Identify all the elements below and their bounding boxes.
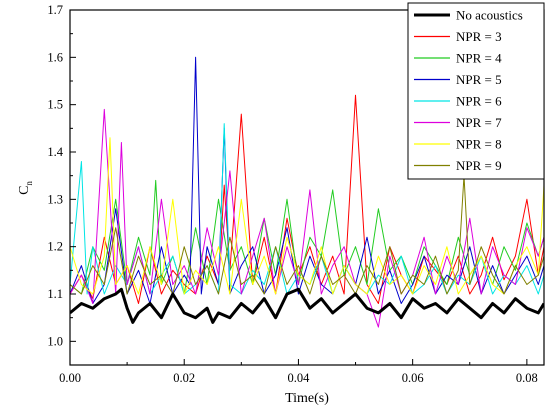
x-tick-label-4: 0.08 — [516, 371, 538, 385]
y-tick-label-2: 1.2 — [47, 240, 63, 254]
y-tick-label-6: 1.6 — [47, 50, 63, 64]
y-tick-label-4: 1.4 — [47, 145, 63, 159]
y-tick-label-5: 1.5 — [47, 98, 63, 112]
x-tick-label-1: 0.02 — [173, 371, 195, 385]
x-tick-label-0: 0.00 — [59, 371, 81, 385]
legend-label-4: NPR = 6 — [456, 94, 502, 109]
legend-box — [407, 2, 545, 180]
legend-label-7: NPR = 9 — [456, 158, 502, 173]
legend-label-1: NPR = 3 — [456, 29, 502, 44]
y-tick-label-1: 1.1 — [47, 287, 63, 301]
legend-label-3: NPR = 5 — [456, 72, 502, 87]
legend-label-6: NPR = 8 — [456, 137, 502, 152]
x-axis-title: Time(s) — [285, 391, 329, 406]
series-line-0 — [70, 287, 544, 324]
plot-frame — [69, 9, 545, 366]
series-layer — [70, 56, 544, 328]
series-line-2 — [70, 179, 544, 295]
legend: No acoustics NPR = 3 NPR = 4 NPR = 5 NPR = 6… — [407, 2, 545, 180]
y-axis-title: Cn — [17, 181, 34, 195]
y-tick-label-0: 1.0 — [47, 334, 63, 348]
legend-label-5: NPR = 7 — [456, 115, 502, 130]
series-line-7 — [70, 175, 544, 295]
x-tick-label-3: 0.06 — [402, 371, 424, 385]
legend-label-2: NPR = 4 — [456, 51, 502, 66]
y-tick-label-7: 1.7 — [47, 3, 63, 17]
y-axis-title-main: C — [17, 186, 32, 195]
ticks-layer: 0.00 0.02 0.04 0.06 0.08 1.0 1.1 1.2 1.3 1.4 1.5 1.… — [47, 3, 537, 385]
series-line-3 — [70, 56, 544, 304]
y-axis-title-sub: n — [24, 181, 34, 186]
legend-label-0: No acoustics — [456, 8, 523, 23]
series-line-5 — [70, 108, 544, 328]
x-tick-label-2: 0.04 — [287, 371, 310, 385]
y-tick-label-3: 1.3 — [47, 192, 63, 206]
